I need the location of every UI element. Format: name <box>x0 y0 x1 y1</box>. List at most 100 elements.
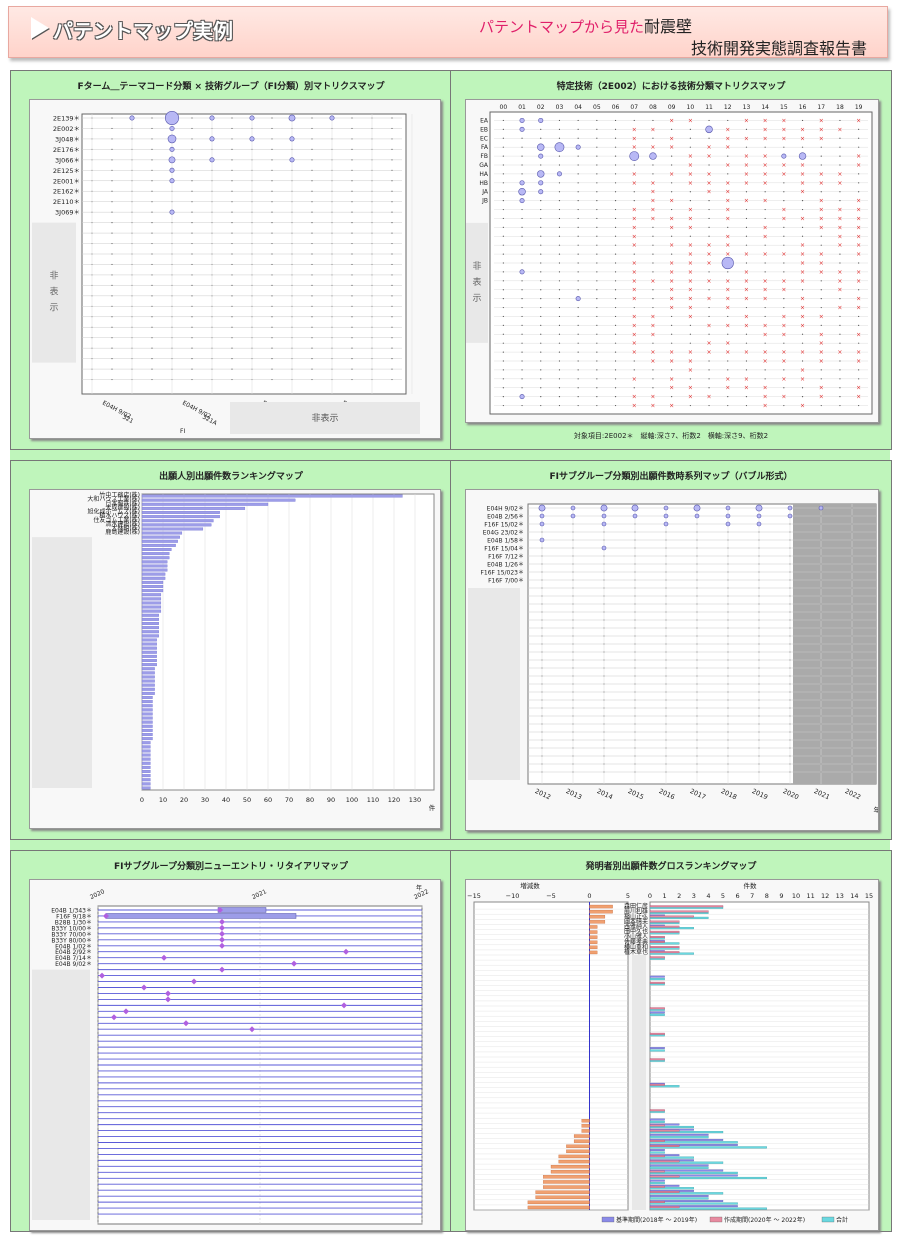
dot <box>351 180 353 182</box>
dot <box>231 274 233 276</box>
panel-title: 特定技術（2E002）における技術分類マトリクスマップ <box>556 82 786 92</box>
dot <box>558 217 561 220</box>
x-tick-label: 20 <box>180 796 188 804</box>
dot <box>151 358 153 360</box>
dot <box>502 404 504 407</box>
dot <box>521 164 523 166</box>
dot <box>502 298 504 300</box>
cross-mark: × <box>819 394 824 401</box>
dot <box>727 315 729 318</box>
x-tick-label: 30 <box>201 796 209 804</box>
dot <box>521 137 523 139</box>
dot <box>391 305 393 307</box>
cross-mark: × <box>688 162 693 169</box>
bubble <box>570 513 576 519</box>
bar <box>141 737 153 741</box>
cross-mark: × <box>856 153 861 160</box>
dot <box>596 306 598 309</box>
dot <box>801 119 804 122</box>
panel-title: 発明者別出願件数グロスランキングマップ <box>585 862 757 872</box>
cross-mark: × <box>800 278 805 285</box>
cross-mark: × <box>856 162 861 169</box>
inventor-label: 横山重和 <box>624 943 648 951</box>
cross-mark: × <box>632 394 637 401</box>
dot <box>502 200 504 202</box>
dot <box>820 289 822 291</box>
dot <box>111 295 113 297</box>
dot <box>633 200 635 202</box>
cross-mark: × <box>837 207 842 214</box>
period-bar <box>649 915 694 918</box>
dot <box>858 173 860 175</box>
bar-label: 住友ゴム工業(株) <box>93 516 140 524</box>
bubble <box>209 157 215 163</box>
dot <box>311 201 313 203</box>
row-label: E04B 7/14＊ <box>55 955 92 962</box>
hidden-label: 非 <box>472 260 481 272</box>
dot <box>596 253 598 255</box>
dot <box>191 253 193 255</box>
dot <box>191 159 193 161</box>
dot <box>577 404 579 407</box>
triangle-icon <box>31 17 49 39</box>
cross-mark: × <box>725 322 730 329</box>
dot <box>391 190 393 192</box>
dot <box>521 315 523 318</box>
dot <box>311 211 313 213</box>
dot <box>271 148 273 150</box>
dot <box>271 284 273 286</box>
dot <box>745 208 748 211</box>
dot <box>652 164 654 166</box>
dot <box>558 324 561 326</box>
dot <box>558 164 561 166</box>
dot <box>271 378 273 381</box>
dot <box>820 298 822 300</box>
col-label: 18 <box>836 104 844 111</box>
dot <box>727 369 729 371</box>
inventor-label: 植木卓也 <box>624 948 648 956</box>
period-bar <box>649 1058 665 1061</box>
bar <box>141 720 153 724</box>
dot <box>577 191 579 193</box>
panel-title: FIサブグループ分類別出願件数時系列マップ（バブル形式） <box>549 472 793 482</box>
dot <box>783 298 785 300</box>
bar <box>141 609 162 613</box>
dot <box>271 347 273 349</box>
cross-mark: × <box>781 162 786 169</box>
dot <box>391 347 393 349</box>
diamond-marker <box>165 996 171 1003</box>
cross-mark: × <box>837 269 842 276</box>
bubble <box>649 152 657 160</box>
bar <box>141 519 214 523</box>
dot <box>351 284 353 286</box>
dot <box>391 253 393 255</box>
dot <box>191 232 193 234</box>
dot <box>111 378 113 381</box>
dot <box>271 295 273 297</box>
delta-bar <box>589 925 598 929</box>
dot <box>111 127 113 130</box>
base-bar <box>649 1011 665 1014</box>
bubble <box>169 209 175 215</box>
bubble <box>165 111 180 125</box>
period-bar <box>649 941 665 943</box>
cross-mark: × <box>650 349 655 356</box>
dot <box>231 347 233 349</box>
dot <box>596 369 598 371</box>
dot <box>801 146 804 148</box>
dot <box>652 226 654 228</box>
row-label: F16F 7/12＊ <box>488 554 524 561</box>
cross-mark: × <box>763 385 768 392</box>
bar <box>141 638 157 642</box>
hidden-label: 示 <box>49 304 58 314</box>
cross-mark: × <box>819 198 824 205</box>
col-label: 16 <box>799 104 807 111</box>
diamond-marker <box>249 1026 255 1033</box>
inventor-label: 稲山正弘 <box>624 912 648 920</box>
dot <box>191 148 193 150</box>
dot <box>540 369 542 371</box>
base-bar <box>649 1118 665 1121</box>
bubble <box>518 188 526 196</box>
inventor-label: 小山雅人 <box>624 933 648 941</box>
cross-mark: × <box>707 322 712 329</box>
